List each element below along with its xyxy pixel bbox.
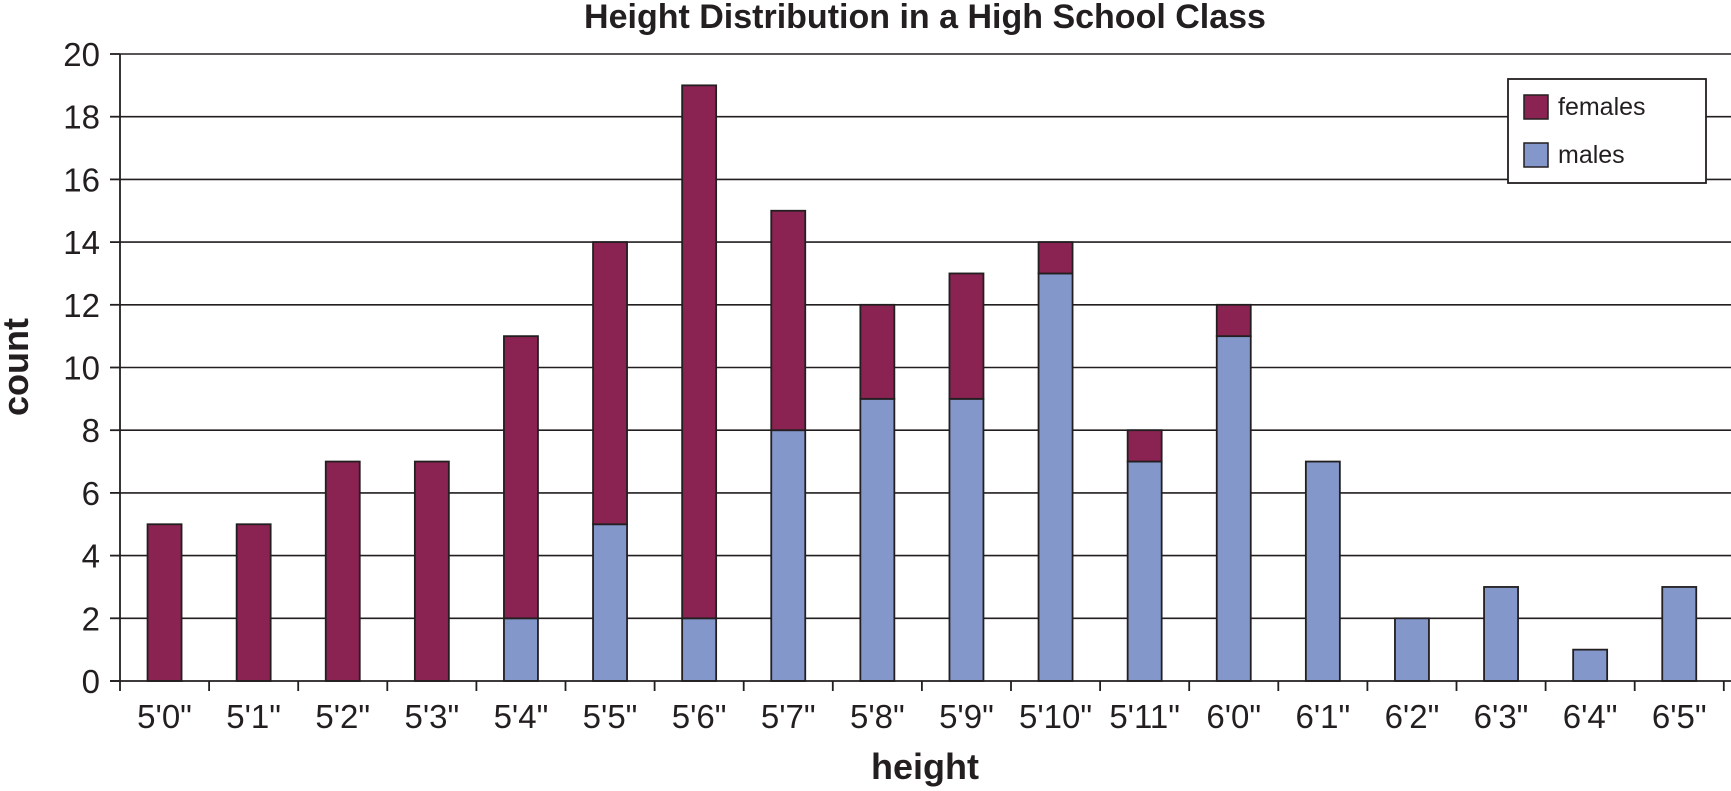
- bar-males: [592, 523, 628, 682]
- bar-females: [592, 241, 628, 526]
- x-tick-label: 5'7": [761, 698, 816, 735]
- x-tick-label: 5'2": [315, 698, 370, 735]
- bar-females: [1215, 303, 1252, 338]
- bar-females: [948, 272, 985, 400]
- y-tick-label: 2: [82, 600, 100, 637]
- bar-males: [770, 429, 807, 682]
- x-tick-label: 6'0": [1206, 698, 1261, 735]
- bar-females: [859, 303, 896, 400]
- x-tick-label: 6'5": [1652, 698, 1707, 735]
- x-tick-labels: 5'0" 5'1" 5'2" 5'3" 5'4" 5'5" 5'6" 5'7" 5'8" 5'9"…: [137, 698, 1706, 735]
- x-tick-label: 6'1": [1295, 698, 1350, 735]
- bars: [146, 84, 1698, 682]
- bar-males: [1126, 460, 1163, 682]
- y-axis-title: count: [0, 318, 36, 416]
- legend-label-males: males: [1558, 141, 1625, 169]
- bar-males: [503, 617, 539, 682]
- legend-swatch-females: [1523, 94, 1549, 120]
- y-tick-label: 14: [63, 224, 100, 261]
- x-tick-label: 5'4": [494, 698, 549, 735]
- x-tick-label: 6'4": [1563, 698, 1618, 735]
- x-tick-label: 5'11": [1109, 698, 1180, 735]
- chart-title: Height Distribution in a High School Cla…: [584, 0, 1266, 36]
- bar-females: [503, 335, 539, 620]
- legend-label-females: females: [1558, 93, 1646, 121]
- bar-females: [770, 209, 807, 432]
- bar-females: [146, 523, 183, 682]
- x-tick-label: 5'8": [850, 698, 905, 735]
- y-tick-label: 20: [63, 36, 100, 73]
- x-tick-label: 5'6": [672, 698, 727, 735]
- legend: females males: [1507, 78, 1707, 184]
- x-tick-label: 6'3": [1474, 698, 1529, 735]
- x-tick-label: 5'10": [1019, 698, 1092, 735]
- x-tick-label: 5'1": [226, 698, 281, 735]
- bar-males: [1661, 586, 1698, 682]
- legend-swatch-males: [1523, 142, 1549, 168]
- y-tick-label: 0: [82, 663, 100, 700]
- y-tick-label: 4: [82, 538, 100, 575]
- y-tick-label: 16: [63, 161, 100, 198]
- axes: [110, 53, 1731, 691]
- bar-males: [1037, 272, 1074, 682]
- y-tick-label: 18: [63, 99, 100, 136]
- x-axis-title: height: [871, 746, 979, 787]
- bar-females: [1037, 241, 1074, 275]
- bar-females: [413, 460, 450, 682]
- bar-females: [324, 460, 361, 682]
- bar-males: [1483, 586, 1519, 682]
- bar-females: [681, 84, 718, 620]
- x-tick-label: 5'3": [404, 698, 459, 735]
- bar-males: [859, 397, 896, 682]
- y-tick-label: 8: [82, 412, 100, 449]
- bar-males: [1394, 617, 1430, 682]
- bar-males: [1215, 335, 1252, 682]
- x-tick-label: 6'2": [1385, 698, 1440, 735]
- bar-females: [1126, 429, 1163, 463]
- gridlines: [120, 53, 1731, 620]
- x-tick-label: 5'0": [137, 698, 192, 735]
- y-tick-label: 6: [82, 475, 100, 512]
- bar-males: [1572, 648, 1609, 682]
- y-tick-labels: 0 2 4 6 8 10 12 14 16 18 20: [63, 36, 100, 700]
- x-tick-label: 5'9": [939, 698, 994, 735]
- y-tick-label: 10: [63, 350, 100, 387]
- bar-females: [235, 523, 272, 682]
- y-tick-label: 12: [63, 287, 100, 324]
- bar-males: [1304, 460, 1341, 682]
- x-tick-label: 5'5": [583, 698, 638, 735]
- bar-males: [681, 617, 718, 682]
- bar-males: [948, 397, 985, 682]
